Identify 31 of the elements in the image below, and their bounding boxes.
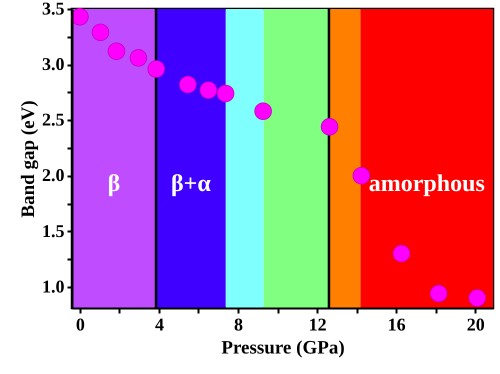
point <box>392 244 410 262</box>
x-tick-label: 12 <box>308 314 327 334</box>
point <box>179 76 197 94</box>
y-tick-label: 1.5 <box>42 220 64 241</box>
y-tick-label: 3.0 <box>42 54 64 74</box>
x-tick-label: 0 <box>76 314 85 334</box>
point <box>468 289 486 307</box>
x-tick-label: 20 <box>466 314 485 334</box>
point <box>92 24 110 42</box>
point <box>200 81 218 99</box>
y-tick-label: 3.5 <box>42 0 64 18</box>
y-axis-title: Band gap (eV) <box>18 100 39 218</box>
x-tick-label: 4 <box>154 314 164 334</box>
point <box>430 284 448 302</box>
point <box>254 102 272 120</box>
point <box>108 42 126 60</box>
band-label: β <box>108 171 120 197</box>
y-tick-label: 1.0 <box>42 276 64 296</box>
point <box>216 84 234 102</box>
band-label: amorphous <box>368 171 485 197</box>
x-axis-title: Pressure (GPa) <box>221 338 345 358</box>
y-tick-label: 2.5 <box>42 110 64 130</box>
band-label: β+α <box>171 171 212 197</box>
y-tick-label: 2.0 <box>42 165 64 186</box>
point <box>71 8 89 26</box>
point <box>130 49 148 67</box>
point <box>320 118 338 136</box>
x-tick-label: 16 <box>388 314 406 334</box>
point <box>352 166 370 184</box>
x-tick-label: 8 <box>234 314 244 334</box>
point <box>147 60 165 78</box>
